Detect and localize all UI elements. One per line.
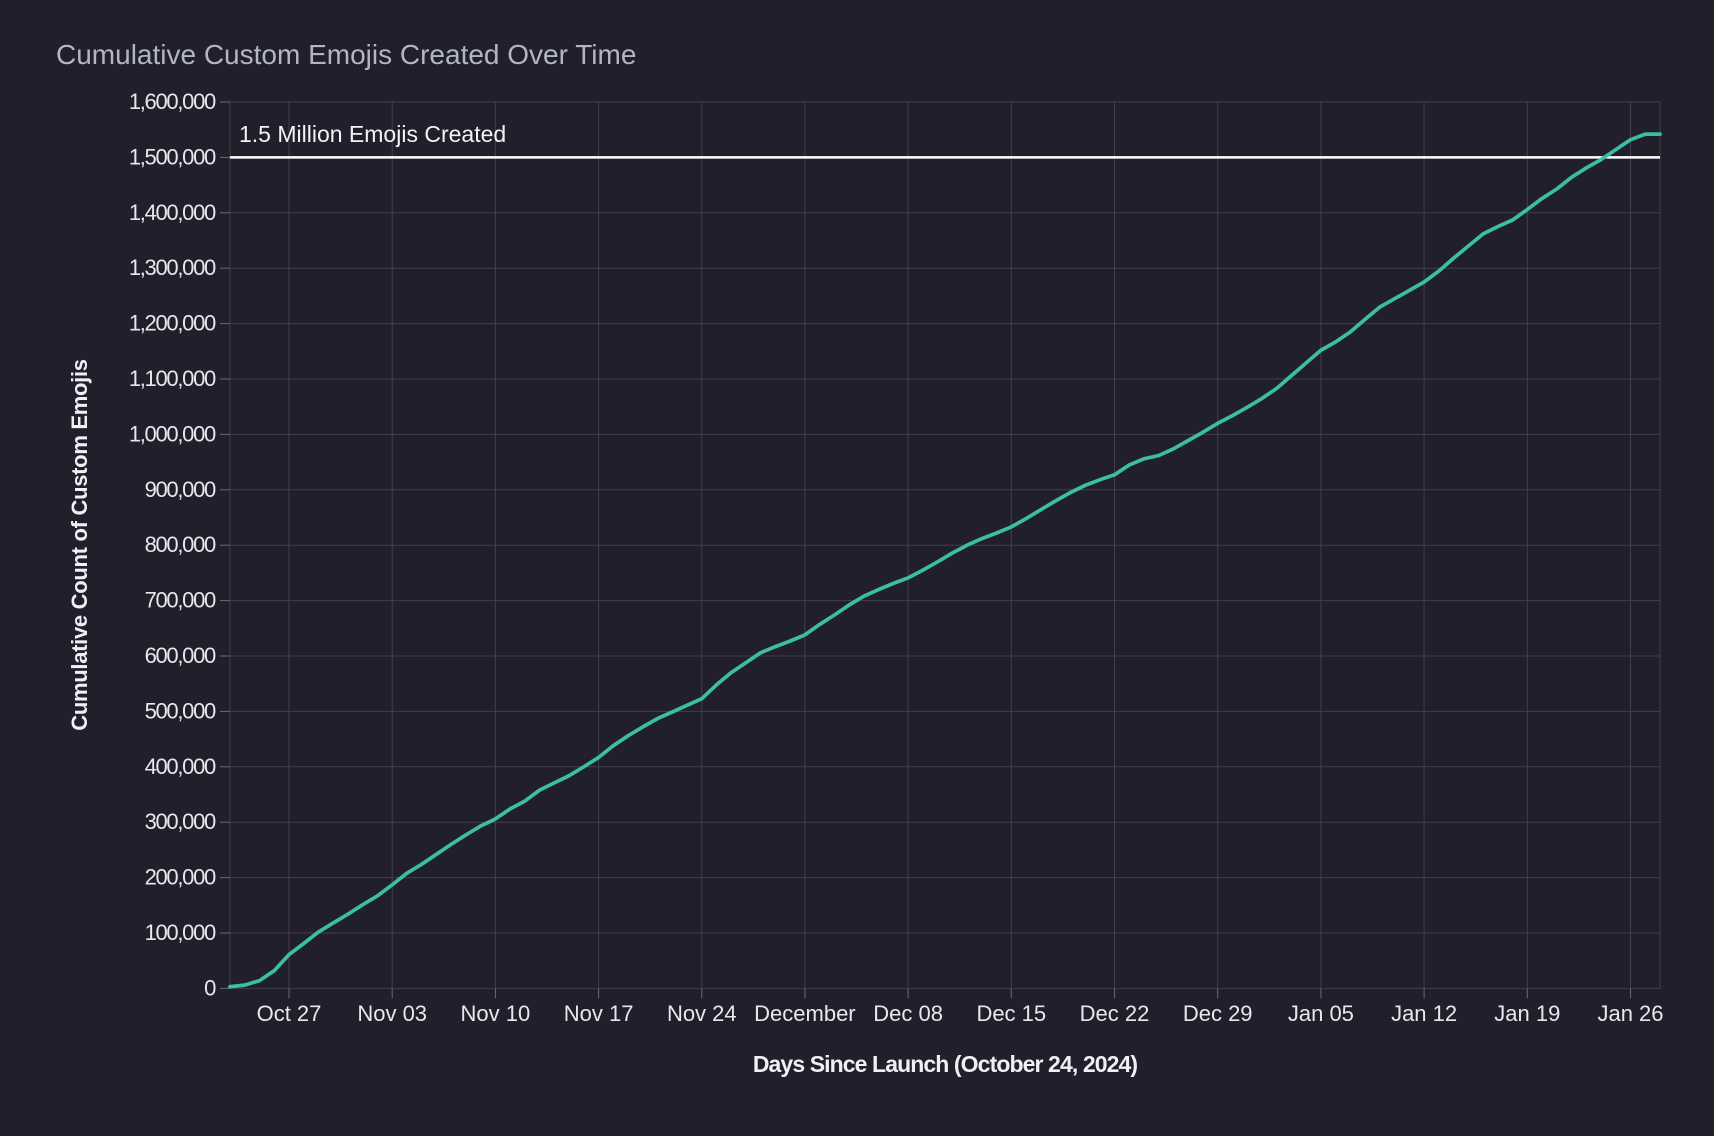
svg-text:December: December [754,1001,855,1026]
svg-text:1.5 Million Emojis Created: 1.5 Million Emojis Created [239,121,506,147]
svg-text:1,300,000: 1,300,000 [129,255,216,280]
svg-text:1,600,000: 1,600,000 [129,89,216,114]
svg-text:400,000: 400,000 [145,754,216,779]
svg-text:1,500,000: 1,500,000 [129,144,216,169]
svg-text:Dec 15: Dec 15 [976,1001,1046,1026]
svg-text:Oct 27: Oct 27 [257,1001,322,1026]
svg-text:Dec 22: Dec 22 [1080,1001,1150,1026]
svg-text:1,000,000: 1,000,000 [129,421,216,446]
svg-text:800,000: 800,000 [145,532,216,557]
svg-text:200,000: 200,000 [145,865,216,890]
svg-text:1,400,000: 1,400,000 [129,200,216,225]
svg-text:100,000: 100,000 [145,920,216,945]
svg-text:1,100,000: 1,100,000 [129,366,216,391]
svg-text:500,000: 500,000 [145,698,216,723]
svg-text:Jan 19: Jan 19 [1494,1001,1560,1026]
svg-text:Nov 10: Nov 10 [461,1001,531,1026]
svg-text:Cumulative Count of Custom Emo: Cumulative Count of Custom Emojis [67,359,92,731]
svg-text:700,000: 700,000 [145,588,216,613]
svg-text:Jan 12: Jan 12 [1391,1001,1457,1026]
svg-text:600,000: 600,000 [145,643,216,668]
svg-text:900,000: 900,000 [145,477,216,502]
svg-text:Nov 17: Nov 17 [564,1001,634,1026]
svg-text:0: 0 [204,975,216,1000]
svg-text:Dec 08: Dec 08 [873,1001,943,1026]
svg-text:Jan 05: Jan 05 [1288,1001,1354,1026]
svg-text:Dec 29: Dec 29 [1183,1001,1253,1026]
svg-text:300,000: 300,000 [145,809,216,834]
svg-text:Nov 03: Nov 03 [357,1001,427,1026]
svg-text:Cumulative Custom Emojis Creat: Cumulative Custom Emojis Created Over Ti… [56,39,636,70]
svg-text:Nov 24: Nov 24 [667,1001,737,1026]
svg-text:Days Since Launch (October 24,: Days Since Launch (October 24, 2024) [753,1051,1138,1077]
svg-text:1,200,000: 1,200,000 [129,311,216,336]
svg-text:Jan 26: Jan 26 [1597,1001,1663,1026]
